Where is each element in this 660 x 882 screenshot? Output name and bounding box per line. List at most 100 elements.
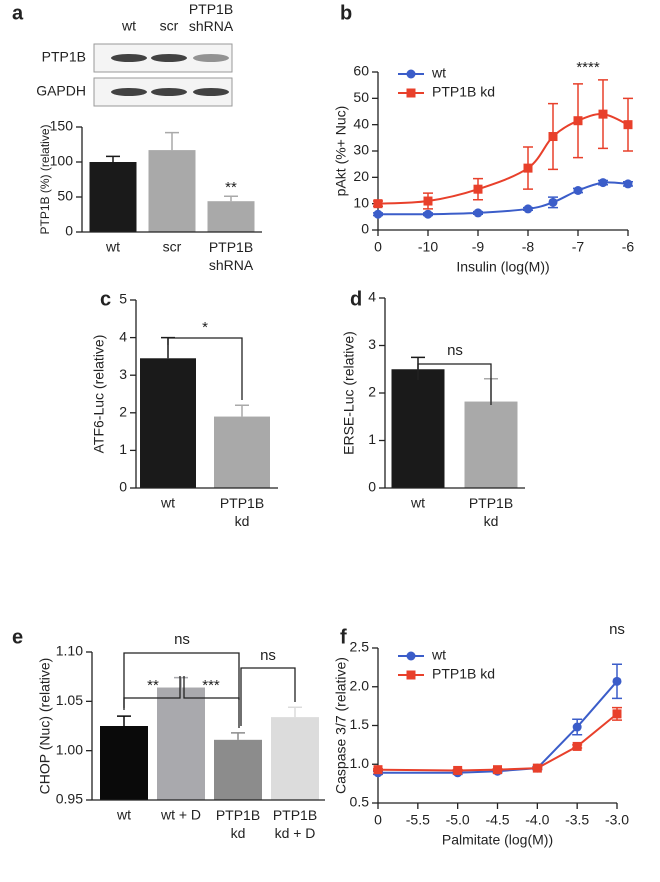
y-tick-label: 5: [119, 291, 127, 307]
y-axis-label: ATF6-Luc (relative): [91, 335, 107, 454]
error-bar: [231, 732, 245, 740]
legend-label: wt: [431, 65, 446, 81]
blot-band: [151, 54, 187, 62]
blot-band: [151, 88, 187, 96]
legend-marker: [406, 670, 416, 680]
x-tick-label: -3.0: [605, 812, 629, 828]
error-bar: [106, 155, 120, 162]
y-tick-label: 1.05: [56, 692, 83, 708]
significance-bracket: [183, 676, 240, 728]
marker: [523, 163, 533, 173]
series-line: [377, 713, 618, 772]
y-tick-label: 3: [119, 366, 127, 382]
y-axis-label: PTP1B (%) (relative): [38, 124, 52, 234]
annotation: **: [225, 179, 237, 196]
y-tick-label: 60: [353, 63, 369, 79]
marker: [598, 109, 608, 119]
y-tick-label: 40: [353, 115, 369, 131]
x-tick-label: wt: [116, 807, 131, 823]
bar: [157, 687, 205, 800]
y-tick-label: 2: [119, 404, 127, 420]
y-tick-label: 1.0: [350, 755, 370, 771]
legend-marker: [406, 88, 416, 98]
blot-band: [193, 54, 229, 62]
x-tick-label: wt: [105, 239, 120, 255]
x-tick-label: -5.0: [446, 812, 470, 828]
marker: [598, 178, 608, 188]
marker: [623, 179, 633, 189]
y-tick-label: 2: [368, 384, 376, 400]
x-tick-label: -4.5: [485, 812, 509, 828]
y-axis-label: Caspase 3/7 (relative): [333, 657, 349, 794]
panel-label: b: [340, 2, 352, 24]
marker: [532, 763, 542, 773]
series-line: [377, 113, 629, 205]
x-tick-label: -10: [418, 239, 438, 255]
y-tick-label: 3: [368, 336, 376, 352]
bar: [207, 201, 255, 232]
significance-bracket: [123, 652, 240, 708]
marker: [523, 204, 533, 214]
y-tick-label: 50: [353, 89, 369, 105]
error-bar: [235, 404, 249, 417]
x-tick-label: scr: [163, 239, 182, 255]
x-tick-label: PTP1B shRNA: [209, 239, 254, 273]
x-tick-label: -3.5: [565, 812, 589, 828]
marker: [572, 741, 582, 751]
marker: [573, 186, 583, 195]
x-tick-label: wt + D: [160, 807, 201, 823]
marker: [548, 132, 558, 142]
x-tick-label: 0: [374, 239, 382, 255]
significance-bracket: [123, 676, 181, 710]
x-axis-label: Insulin (log(M)): [456, 259, 549, 275]
y-tick-label: 0: [361, 221, 369, 237]
marker: [548, 197, 558, 207]
blot-lane-label: PTP1B shRNA: [189, 1, 234, 34]
y-tick-label: 150: [50, 118, 74, 134]
y-tick-label: 50: [57, 188, 73, 204]
annotation: ****: [576, 59, 600, 76]
marker: [473, 208, 483, 218]
x-tick-label: PTP1B kd: [469, 495, 513, 529]
x-tick-label: PTP1B kd + D: [273, 807, 317, 841]
x-tick-label: wt: [410, 495, 425, 511]
x-tick-label: PTP1B kd: [216, 807, 260, 841]
marker: [493, 765, 502, 775]
x-tick-label: -8: [522, 239, 535, 255]
y-tick-label: 30: [353, 142, 369, 158]
y-tick-label: 0: [65, 223, 73, 239]
annotation: **: [147, 677, 159, 694]
bar: [391, 369, 445, 488]
bar: [214, 739, 262, 800]
blot-band: [111, 88, 147, 96]
error-bar: [288, 706, 302, 718]
legend-marker: [406, 69, 416, 79]
annotation: ns: [447, 342, 463, 359]
blot-band: [193, 88, 229, 96]
y-tick-label: 0: [368, 479, 376, 495]
annotation: ns: [609, 621, 625, 638]
marker: [423, 209, 433, 219]
y-tick-label: 4: [119, 328, 127, 344]
x-tick-label: -6: [622, 239, 635, 255]
y-tick-label: 20: [353, 168, 369, 184]
marker: [373, 199, 383, 209]
x-tick-label: -5.5: [406, 812, 430, 828]
y-tick-label: 2.5: [350, 639, 370, 655]
annotation: *: [202, 319, 208, 336]
annotation: ns: [174, 631, 190, 648]
y-axis-label: pAkt (%+ Nuc): [333, 106, 349, 197]
y-tick-label: 4: [368, 289, 376, 305]
error-bar: [174, 676, 188, 688]
marker: [612, 709, 622, 719]
bar: [140, 358, 196, 488]
panel-label: e: [12, 626, 23, 648]
x-tick-label: -4.0: [525, 812, 549, 828]
y-axis-label: ERSE-Luc (relative): [341, 331, 357, 455]
legend-label: wt: [431, 647, 446, 663]
panel-label: d: [350, 288, 362, 310]
y-tick-label: 1: [119, 441, 127, 457]
y-tick-label: 0.5: [350, 794, 370, 810]
bar: [148, 150, 196, 232]
bar: [464, 401, 518, 488]
